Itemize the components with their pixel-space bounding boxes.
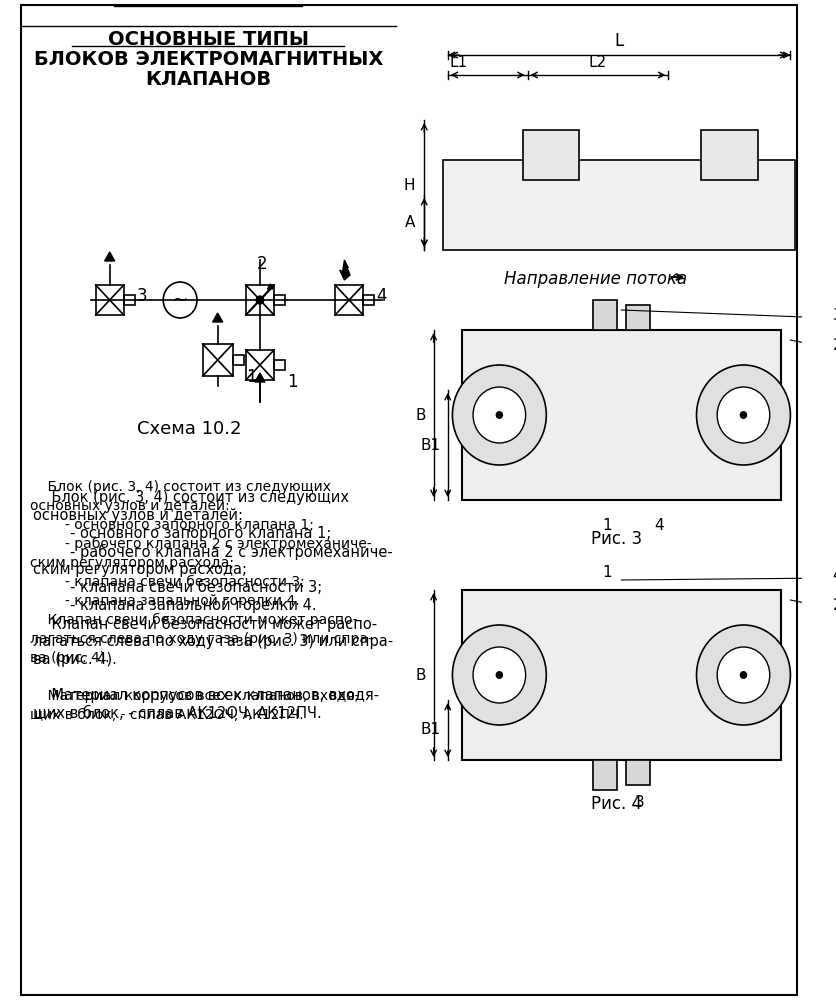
Text: - клапана свечи безопасности 3;: - клапана свечи безопасности 3; [33, 580, 322, 595]
Bar [124, 295, 135, 305]
Text: 2: 2 [256, 255, 267, 273]
Text: L2: L2 [589, 55, 606, 70]
Circle shape [716, 647, 769, 703]
Text: - рабочего клапана 2 с электромеханиче-: - рабочего клапана 2 с электромеханиче- [30, 537, 371, 551]
Text: 4: 4 [654, 518, 663, 533]
Bar [461, 590, 780, 760]
Text: Блок (рис. 3, 4) состоит из следующих: Блок (рис. 3, 4) состоит из следующих [33, 490, 349, 505]
Text: ва (рис. 4).: ва (рис. 4). [30, 651, 110, 665]
Polygon shape [268, 284, 273, 289]
Text: 2: 2 [832, 597, 836, 612]
Text: L1: L1 [449, 55, 467, 70]
Circle shape [452, 365, 546, 465]
Circle shape [472, 647, 525, 703]
Polygon shape [212, 313, 222, 322]
Circle shape [256, 296, 263, 304]
Text: 1: 1 [246, 368, 256, 386]
Text: A: A [404, 215, 415, 230]
Text: лагаться слева по ходу газа (рис. 3) или спра-: лагаться слева по ходу газа (рис. 3) или… [30, 632, 372, 646]
Circle shape [495, 411, 502, 419]
Text: ским регулятором расхода;: ским регулятором расхода; [33, 562, 247, 577]
Text: щих в блок, - сплав АК12ОЧ, АК12ПЧ.: щих в блок, - сплав АК12ОЧ, АК12ПЧ. [33, 706, 321, 721]
Bar [273, 360, 285, 370]
Text: - основного запорного клапана 1;: - основного запорного клапана 1; [30, 518, 314, 532]
Circle shape [452, 625, 546, 725]
Bar [625, 760, 649, 785]
Text: H: H [403, 178, 415, 192]
Text: - рабочего клапана 2 с электромеханиче-: - рабочего клапана 2 с электромеханиче- [33, 544, 392, 560]
Text: Материал корпусов всех клапанов, входя-: Материал корпусов всех клапанов, входя- [30, 689, 359, 703]
Bar [593, 760, 616, 790]
Text: ОСНОВНЫЕ ТИПЫ: ОСНОВНЫЕ ТИПЫ [108, 30, 308, 49]
Text: Рис. 4: Рис. 4 [590, 795, 641, 813]
Text: Материал корпусов всех клапанов, входя-: Материал корпусов всех клапанов, входя- [33, 688, 379, 703]
Text: 4: 4 [832, 568, 836, 582]
Circle shape [739, 411, 747, 419]
Bar [701, 130, 757, 180]
Text: Направление потока: Направление потока [503, 270, 686, 288]
Text: B: B [415, 668, 426, 682]
Circle shape [472, 387, 525, 443]
Bar [273, 295, 285, 305]
Text: L: L [614, 32, 623, 50]
Bar [232, 355, 243, 365]
Circle shape [696, 365, 789, 465]
Circle shape [696, 625, 789, 725]
Text: ским регулятором расхода;: ским регулятором расхода; [30, 556, 233, 570]
Text: основных узлов и деталей:: основных узлов и деталей: [30, 499, 229, 513]
Text: - основного запорного клапана 1;: - основного запорного клапана 1; [33, 526, 331, 541]
Text: ~: ~ [171, 290, 188, 310]
Text: БЛОКОВ ЭЛЕКТРОМАГНИТНЫХ: БЛОКОВ ЭЛЕКТРОМАГНИТНЫХ [33, 50, 383, 69]
Text: Схема 10.2: Схема 10.2 [137, 420, 242, 438]
Text: 3: 3 [832, 308, 836, 322]
Text: щих в блок, - сплав АК12ОЧ, АК12ПЧ.: щих в блок, - сплав АК12ОЧ, АК12ПЧ. [30, 708, 303, 722]
Text: Блок (рис. 3, 4) состоит из следующих: Блок (рис. 3, 4) состоит из следующих [30, 480, 330, 494]
Text: B: B [415, 408, 426, 422]
Polygon shape [254, 373, 265, 382]
Bar [593, 300, 616, 330]
Bar [246, 285, 273, 315]
Text: основных узлов и деталей:: основных узлов и деталей: [33, 508, 242, 523]
Bar [246, 350, 273, 380]
Bar [442, 160, 794, 250]
Text: 2: 2 [832, 338, 836, 353]
Text: B1: B1 [420, 438, 440, 452]
Text: 1: 1 [287, 373, 298, 391]
Bar [202, 344, 232, 376]
Text: Рис. 3: Рис. 3 [590, 530, 641, 548]
Text: B1: B1 [420, 722, 440, 738]
Bar [625, 305, 649, 330]
Circle shape [716, 387, 769, 443]
Text: - клапана запальной горелки 4.: - клапана запальной горелки 4. [30, 594, 299, 608]
Text: Клапан свечи безопасности может распо-: Клапан свечи безопасности может распо- [30, 613, 357, 627]
Polygon shape [339, 260, 349, 280]
Text: 1: 1 [602, 565, 611, 580]
Text: 4: 4 [376, 287, 386, 305]
Bar [522, 130, 579, 180]
Text: 1: 1 [602, 518, 611, 533]
Circle shape [495, 671, 502, 679]
Circle shape [739, 671, 747, 679]
Bar [334, 285, 363, 315]
Polygon shape [104, 252, 115, 261]
Bar [95, 285, 124, 315]
Bar [363, 295, 374, 305]
Bar [461, 330, 780, 500]
Text: лагаться слева по ходу газа (рис. 3) или спра-: лагаться слева по ходу газа (рис. 3) или… [33, 634, 392, 649]
Text: 3: 3 [635, 795, 645, 810]
Text: ва (рис. 4).: ва (рис. 4). [33, 652, 116, 667]
Text: - клапана свечи безопасности 3;: - клапана свечи безопасности 3; [30, 575, 304, 589]
Text: Клапан свечи безопасности может распо-: Клапан свечи безопасности может распо- [33, 616, 376, 632]
Text: - клапана запальной горелки 4.: - клапана запальной горелки 4. [33, 598, 316, 613]
Text: КЛАПАНОВ: КЛАПАНОВ [145, 70, 271, 89]
Text: 3: 3 [137, 287, 147, 305]
